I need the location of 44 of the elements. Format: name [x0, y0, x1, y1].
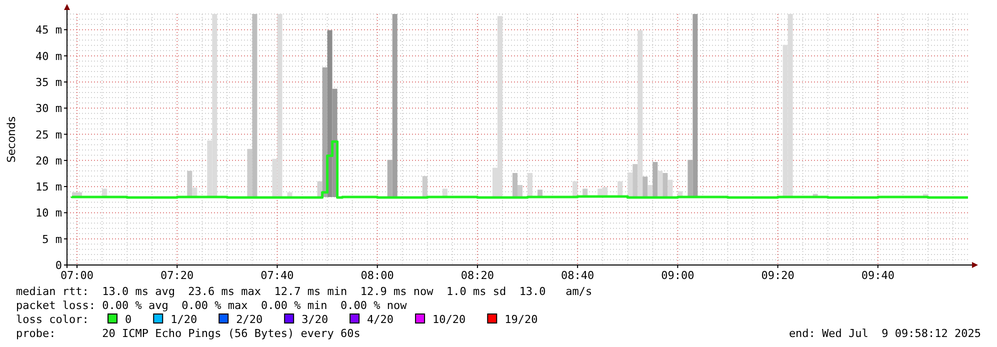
x-tick-label: 07:40: [260, 269, 294, 282]
y-tick-label: 45 m: [36, 24, 62, 37]
text: packet loss: 0.00 % avg 0.00 % max 0.00 % min 0.00 % now: [16, 299, 408, 312]
bar: [692, 14, 698, 198]
bar: [327, 30, 332, 198]
legend-label: 4/20: [367, 313, 394, 326]
legend-label: 1/20: [170, 313, 198, 326]
legend-title: loss color:: [16, 313, 89, 326]
y-tick-label: 30 m: [36, 102, 62, 116]
bar: [642, 176, 648, 198]
bar: [387, 160, 392, 198]
bar: [662, 172, 668, 198]
legend-label: 0: [125, 313, 132, 326]
x-tick-label: 09:00: [661, 269, 694, 282]
x-tick-label: 07:20: [160, 269, 194, 282]
bar: [688, 160, 693, 198]
x-tick-label: 09:40: [861, 269, 894, 282]
bar: [252, 14, 258, 198]
y-tick-label: 0: [55, 259, 62, 272]
x-tick-label: 08:40: [561, 269, 594, 282]
text: end: Wed Jul 9 09:58:12 2025: [788, 327, 981, 340]
y-tick-label: 10 m: [36, 206, 62, 220]
bar: [652, 162, 658, 198]
legend-label: 3/20: [302, 313, 328, 326]
legend-label: 10/20: [432, 313, 466, 326]
bar: [648, 184, 653, 198]
y-axis-title: Seconds: [5, 116, 18, 163]
y-tick-label: 5 m: [42, 232, 62, 246]
x-tick-label: 08:20: [460, 269, 494, 282]
y-tick-label: 25 m: [36, 128, 62, 142]
y-tick-label: 35 m: [36, 76, 62, 89]
text: probe: 20 ICMP Echo Pings (56 Bytes) every 60s: [16, 327, 360, 340]
y-tick-label: 40 m: [36, 50, 62, 63]
x-tick-label: 07:00: [60, 269, 94, 282]
y-tick-label: 20 m: [36, 154, 62, 168]
legend-label: 19/20: [504, 313, 538, 326]
bar: [247, 148, 252, 198]
x-tick-label: 09:20: [761, 269, 794, 282]
y-tick-label: 15 m: [36, 180, 62, 194]
bar: [512, 172, 518, 198]
text: median rtt: 13.0 ms avg 23.6 ms max 12.7 ms min 12.9 ms now 1.0 ms sd 13.0 am/s: [16, 285, 592, 298]
bar: [392, 14, 398, 198]
x-tick-label: 08:00: [360, 269, 394, 282]
legend-label: 2/20: [236, 313, 263, 326]
